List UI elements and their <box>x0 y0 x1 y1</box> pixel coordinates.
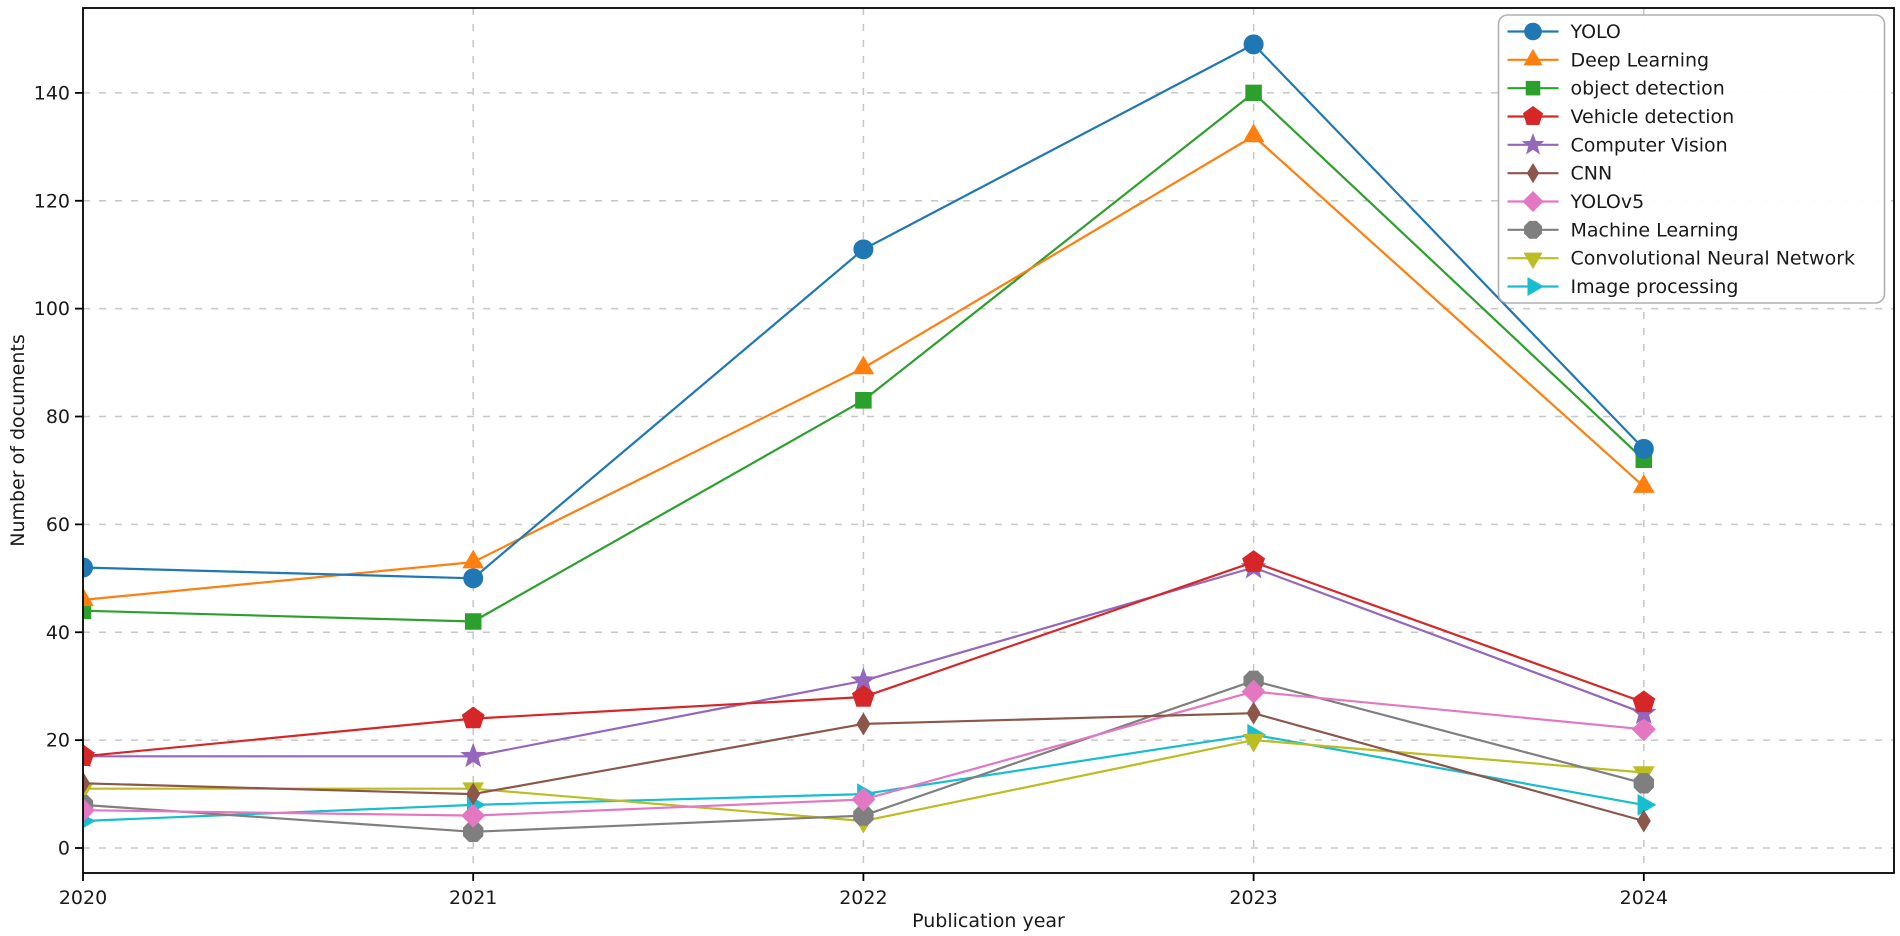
triangle-up-icon <box>1523 48 1543 66</box>
legend-label: Machine Learning <box>1571 219 1739 241</box>
y-tick-label: 40 <box>46 622 70 644</box>
x-axis-label: Publication year <box>912 910 1065 932</box>
y-axis-label: Number of documents <box>7 334 29 546</box>
series-vehicle-detection <box>83 550 1656 767</box>
legend-label: object detection <box>1571 78 1725 100</box>
triangle-right-marker-icon <box>1637 794 1657 816</box>
x-tick-label: 2024 <box>1620 887 1668 909</box>
legend-item: Machine Learning <box>1507 219 1739 241</box>
thin-diamond-icon <box>1526 163 1540 184</box>
legend-item: Vehicle detection <box>1507 105 1735 128</box>
square-marker-icon <box>1245 84 1262 102</box>
pentagon-marker-icon <box>1632 690 1656 713</box>
star-marker-icon <box>850 667 877 692</box>
legend-item: Convolutional Neural Network <box>1507 248 1856 270</box>
octagon-icon <box>1524 220 1542 239</box>
circle-marker-icon <box>853 239 874 260</box>
axes-ticks: 0 20 40 60 80 100 120 140 2020 2021 2022 2023 2024 <box>34 82 1668 909</box>
octagon-marker-icon <box>1633 773 1654 794</box>
thin-diamond-marker-icon <box>1246 701 1261 725</box>
triangle-up-marker-icon <box>1242 123 1265 143</box>
diamond-icon <box>1522 190 1544 213</box>
square-marker-icon <box>855 392 872 409</box>
y-tick-label: 60 <box>46 514 70 536</box>
circle-marker-icon <box>83 557 93 578</box>
plot-frame <box>82 7 1895 874</box>
legend-label: Image processing <box>1571 276 1739 298</box>
circle-marker-icon <box>1243 34 1264 55</box>
triangle-up-marker-icon <box>1632 474 1655 493</box>
octagon-marker-icon <box>463 821 484 842</box>
series-yolov5 <box>83 679 1656 828</box>
thin-diamond-marker-icon <box>1636 809 1651 833</box>
x-tick-label: 2022 <box>839 887 887 909</box>
x-tick-label: 2020 <box>59 887 107 909</box>
triangle-down-icon <box>1523 252 1543 270</box>
triangle-up-marker-icon <box>852 355 875 375</box>
thin-diamond-marker-icon <box>466 782 481 806</box>
legend-label: Deep Learning <box>1571 49 1710 71</box>
square-icon <box>1525 80 1541 96</box>
triangle-down-marker-icon <box>1242 733 1265 753</box>
x-tick-label: 2023 <box>1229 887 1277 909</box>
legend: YOLO Deep Learning object detection Vehicle… <box>1497 14 1886 304</box>
circle-marker-icon <box>1633 438 1654 459</box>
triangle-up-marker-icon <box>83 587 94 607</box>
diamond-marker-icon <box>1241 679 1266 704</box>
diamond-marker-icon <box>83 798 95 823</box>
legend-item: Image processing <box>1507 276 1739 298</box>
circle-marker-icon <box>463 568 484 589</box>
legend-label: CNN <box>1571 163 1613 185</box>
diamond-marker-icon <box>461 803 486 828</box>
diamond-marker-icon <box>1631 717 1656 742</box>
pentagon-marker-icon <box>83 744 95 767</box>
triangle-up-marker-icon <box>462 549 485 569</box>
legend-label: Convolutional Neural Network <box>1571 248 1856 270</box>
y-tick-label: 100 <box>34 298 70 320</box>
diamond-marker-icon <box>851 787 876 812</box>
square-marker-icon <box>83 602 92 619</box>
legend-label: YOLO <box>1570 21 1621 43</box>
thin-diamond-marker-icon <box>83 771 90 795</box>
legend-item: Deep Learning <box>1507 48 1710 71</box>
pentagon-marker-icon <box>851 684 875 707</box>
triangle-right-icon <box>1527 276 1544 297</box>
legend-label: Computer Vision <box>1571 134 1728 156</box>
y-tick-label: 20 <box>46 730 70 752</box>
y-tick-label: 120 <box>34 190 70 212</box>
y-tick-label: 80 <box>46 406 70 428</box>
plot-area <box>83 34 1657 842</box>
legend-item: CNN <box>1507 163 1613 185</box>
pentagon-marker-icon <box>1242 550 1266 572</box>
x-tick-label: 2021 <box>449 887 497 909</box>
thin-diamond-marker-icon <box>856 712 871 736</box>
series-cnn <box>83 701 1651 833</box>
star-icon <box>1521 132 1545 155</box>
legend-item: Computer Vision <box>1507 132 1728 156</box>
legend-item: YOLO <box>1507 21 1621 43</box>
circle-icon <box>1524 22 1542 41</box>
pentagon-icon <box>1522 105 1544 126</box>
series-yolo <box>83 34 1654 589</box>
legend-item: YOLOv5 <box>1507 190 1645 213</box>
octagon-marker-icon <box>853 805 874 826</box>
legend-box <box>1497 14 1886 304</box>
y-tick-label: 0 <box>58 838 70 860</box>
star-marker-icon <box>460 742 487 768</box>
pentagon-marker-icon <box>461 706 485 729</box>
legend-label: Vehicle detection <box>1571 106 1735 128</box>
legend-label: YOLOv5 <box>1570 191 1645 213</box>
square-marker-icon <box>464 613 482 630</box>
legend-item: object detection <box>1507 78 1725 100</box>
y-tick-label: 140 <box>34 82 70 104</box>
